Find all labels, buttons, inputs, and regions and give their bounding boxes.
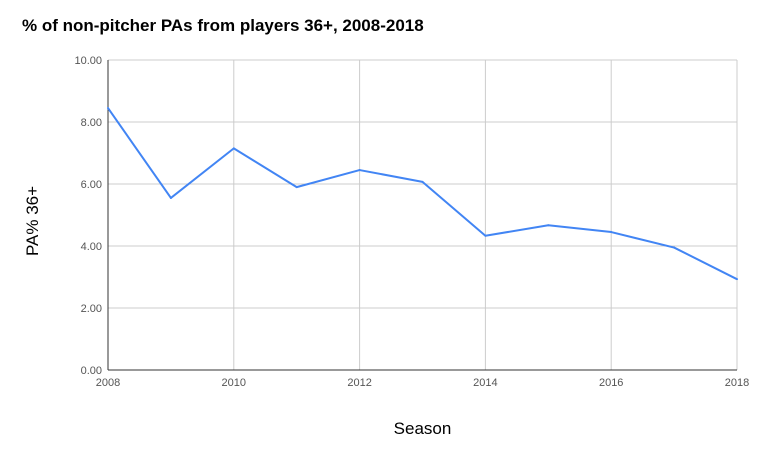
series-line — [107, 107, 738, 281]
data-point — [295, 186, 298, 189]
data-point — [610, 231, 613, 234]
chart-title: % of non-pitcher PAs from players 36+, 2… — [22, 16, 424, 35]
y-axis-title: PA% 36+ — [23, 186, 42, 256]
y-tick-label: 10.00 — [74, 55, 102, 67]
y-tick-label: 0.00 — [81, 365, 102, 377]
x-tick-label: 2008 — [96, 377, 120, 389]
y-tick-label: 4.00 — [81, 241, 102, 253]
y-tick-labels: 0.00 2.00 4.00 6.00 8.00 10.00 — [74, 55, 102, 377]
data-point — [169, 196, 172, 199]
x-axis-title: Season — [394, 419, 452, 438]
data-point — [547, 224, 550, 227]
axes — [107, 60, 737, 371]
y-tick-label: 2.00 — [81, 303, 102, 315]
x-tick-label: 2012 — [347, 377, 371, 389]
y-tick-label: 8.00 — [81, 117, 102, 129]
data-point — [107, 107, 109, 110]
x-tick-label: 2018 — [725, 377, 749, 389]
x-tick-label: 2014 — [473, 377, 497, 389]
x-tick-labels: 2008 2010 2012 2014 2016 2018 — [96, 377, 749, 389]
grid-lines — [108, 59, 738, 370]
data-point — [484, 234, 487, 237]
data-point — [673, 246, 676, 249]
series-layer — [107, 107, 738, 281]
y-tick-label: 6.00 — [81, 179, 102, 191]
data-point — [358, 169, 361, 172]
data-point — [421, 180, 424, 183]
data-point — [232, 147, 235, 150]
x-tick-label: 2016 — [599, 377, 623, 389]
data-point — [736, 278, 738, 281]
x-tick-label: 2010 — [222, 377, 246, 389]
